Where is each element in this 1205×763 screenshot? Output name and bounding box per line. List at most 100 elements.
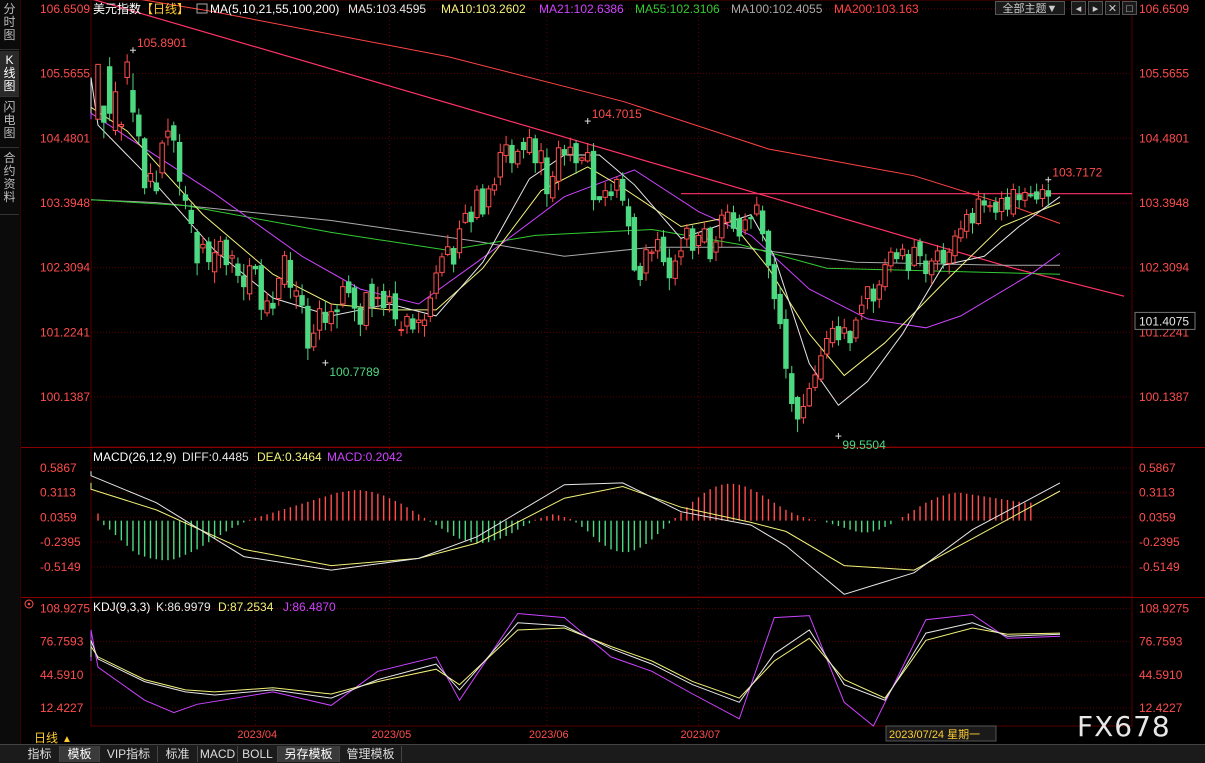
candle-body — [264, 300, 270, 314]
candle-body — [276, 277, 282, 300]
candle-body — [462, 212, 468, 223]
candle-body — [894, 252, 900, 260]
kdj-y-tick-left: 44.5910 — [40, 668, 84, 682]
kdj-legend: KDJ(9,3,3) K:86.9979 D:87.2534 J:86.4870 — [24, 599, 336, 614]
tab-manage-templates[interactable]: 管理模板 — [340, 746, 402, 762]
candle-body — [141, 138, 148, 189]
y-tick-right: 106.6509 — [1139, 2, 1189, 16]
chart-canvas[interactable]: 105.8901100.7789104.701599.5504103.7172 … — [0, 0, 1205, 744]
candle-body — [351, 287, 358, 309]
candle-body — [905, 253, 912, 272]
candle-body — [287, 259, 294, 288]
candle-body — [888, 251, 894, 267]
price-annotations: 105.8901 100.7789 104.7015 99.5504 103.7172 — [129, 36, 1103, 452]
x-tick-label: 2023/05 — [372, 729, 412, 741]
candle-body — [497, 152, 503, 178]
bottom-toolbar: 指标 模板 VIP指标 标准 MACD BOLL 另存模板 管理模板 — [0, 744, 1205, 763]
kdj-y-tick-left: 76.7593 — [40, 635, 84, 649]
candle-body — [550, 175, 556, 199]
candle-body — [829, 327, 836, 344]
candle-body — [870, 288, 877, 302]
candle-body — [928, 260, 935, 276]
candle-body — [182, 194, 189, 201]
tab-timeshare[interactable]: 分时图 — [0, 0, 19, 50]
macd-y-tick-right: -0.5149 — [1139, 560, 1180, 574]
candle-body — [555, 147, 562, 182]
kdj-j: J:86.4870 — [283, 600, 336, 614]
next-icon[interactable]: ▸ — [1088, 1, 1103, 15]
cursor-date: 2023/07/24 星期一 — [889, 728, 980, 741]
y-tick-right: 105.5655 — [1139, 67, 1189, 81]
candle-body — [544, 157, 550, 195]
candle-body — [410, 318, 416, 330]
macd-y-tick-right: 0.3113 — [1139, 486, 1175, 500]
candle-body — [380, 290, 387, 309]
candle-body — [1010, 189, 1017, 215]
y-tick-right: 102.3094 — [1139, 261, 1189, 275]
candle-body — [375, 296, 381, 300]
candle-body — [835, 326, 842, 341]
tab-standard[interactable]: 标准 — [158, 746, 198, 762]
candle-body — [800, 405, 807, 419]
tab-flash[interactable]: 闪电图 — [0, 98, 19, 148]
tab-vip-indicators[interactable]: VIP指标 — [100, 746, 158, 762]
candle-body — [876, 284, 882, 300]
main-legend: 美元指数 【日线】 MA(5,10,21,55,100,200) MA5:103… — [93, 1, 919, 16]
period-dropdown-icon: ▲ — [62, 734, 72, 745]
tab-boll[interactable]: BOLL — [238, 746, 278, 762]
period-selector[interactable]: 日线 ▲ — [34, 729, 72, 746]
candle-body — [678, 250, 684, 258]
prev-icon[interactable]: ◂ — [1071, 1, 1086, 15]
y-tick-left: 105.5655 — [40, 67, 90, 81]
candle-body — [293, 290, 299, 297]
tab-templates[interactable]: 模板 — [60, 746, 100, 762]
candle-body — [923, 260, 929, 275]
candle-body — [538, 150, 544, 164]
candle-body — [660, 236, 667, 263]
candle-body — [130, 90, 136, 113]
current-price-label: 101.4075 — [1139, 314, 1189, 328]
macd-y-tick-right: 0.5867 — [1139, 461, 1176, 475]
candle-body — [596, 196, 603, 201]
candle-body — [590, 150, 597, 201]
y-tick-left: 100.1387 — [40, 390, 90, 404]
kdj-settings-icon — [24, 599, 34, 609]
cursor-date-bg — [885, 725, 997, 742]
candle-body — [392, 293, 399, 320]
trend-lines — [92, 0, 1132, 297]
candle-body — [864, 286, 871, 300]
candle-body — [112, 91, 119, 132]
kdj-y-tick-right: 76.7593 — [1139, 635, 1183, 649]
candle-body — [480, 188, 486, 215]
candle-body — [719, 214, 725, 239]
tab-save-template[interactable]: 另存模板 — [278, 746, 340, 762]
candle-body — [188, 209, 194, 224]
candle-body — [334, 309, 340, 313]
tab-indicators[interactable]: 指标 — [20, 746, 60, 762]
candle-body — [1028, 194, 1034, 197]
candle-body — [637, 265, 643, 281]
maximize-icon[interactable]: □ — [1122, 1, 1137, 15]
candle-body — [95, 63, 101, 120]
kdj-y-tick-left: 108.9275 — [40, 601, 90, 615]
candle-body — [911, 246, 917, 266]
tab-kline[interactable]: K线图 — [0, 51, 19, 97]
candle-body — [206, 241, 212, 263]
candle-body — [625, 206, 632, 227]
ma200-curve — [140, 0, 1061, 224]
ma200-value: MA200:103.163 — [834, 2, 919, 16]
theme-selector[interactable]: 全部主题▼ — [995, 1, 1065, 15]
candle-body — [1022, 192, 1028, 201]
candle-body — [526, 137, 533, 154]
candle-body — [724, 211, 731, 223]
y-tick-left: 106.6509 — [40, 2, 90, 16]
macd-y-tick-left: -0.5149 — [40, 560, 81, 574]
candle-body — [993, 202, 999, 213]
close-icon[interactable]: ✕ — [1105, 1, 1120, 15]
tab-macd[interactable]: MACD — [198, 746, 238, 762]
candle-body — [1004, 196, 1011, 210]
x-tick-label: 2023/07 — [680, 729, 720, 741]
candle-body — [579, 157, 585, 161]
tab-contract-info[interactable]: 合约资料 — [0, 149, 19, 215]
